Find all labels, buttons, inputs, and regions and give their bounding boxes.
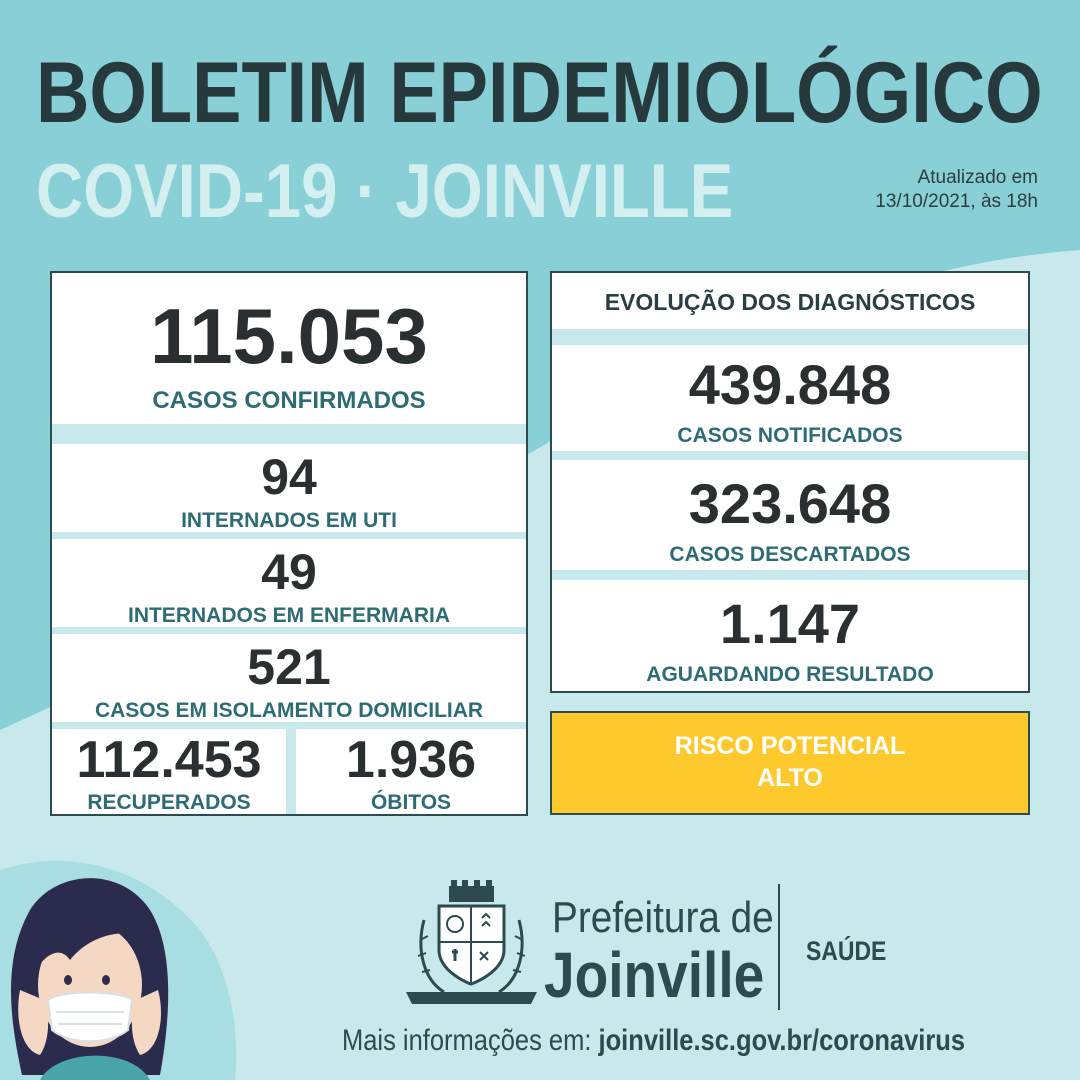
updated-date: 13/10/2021, às 18h bbox=[875, 191, 1038, 212]
ward-value: 49 bbox=[261, 544, 317, 600]
icu-label: INTERNADOS EM UTI bbox=[181, 509, 397, 532]
more-info-prefix: Mais informações em: bbox=[342, 1024, 592, 1057]
recovered-value: 112.453 bbox=[76, 731, 262, 789]
isolation-value: 521 bbox=[247, 639, 331, 695]
confirmed-card: 115.053 CASOS CONFIRMADOS bbox=[52, 273, 526, 424]
more-info-link[interactable]: joinville.sc.gov.br/coronavirus bbox=[598, 1024, 966, 1057]
risk-badge: RISCO POTENCIAL ALTO bbox=[550, 711, 1030, 815]
pending-value: 1.147 bbox=[719, 592, 861, 655]
recovered-label: RECUPERADOS bbox=[87, 791, 251, 814]
risk-line1: RISCO POTENCIAL bbox=[674, 732, 906, 760]
woman-with-mask-illustration bbox=[0, 860, 237, 1080]
org-name-line2: Joinville bbox=[544, 939, 765, 1011]
org-name-line1: Prefeitura de bbox=[552, 893, 774, 942]
notified-card: 439.848 CASOS NOTIFICADOS bbox=[552, 345, 1028, 451]
footer-divider bbox=[778, 884, 780, 1010]
updated-label: Atualizado em bbox=[917, 167, 1038, 188]
deaths-value: 1.936 bbox=[345, 731, 477, 789]
pending-card: 1.147 AGUARDANDO RESULTADO bbox=[552, 580, 1028, 691]
confirmed-value: 115.053 bbox=[150, 292, 428, 380]
deaths-label: ÓBITOS bbox=[370, 791, 452, 814]
diagnostics-panel: EVOLUÇÃO DOS DIAGNÓSTICOS 439.848 CASOS … bbox=[550, 271, 1030, 693]
updated-timestamp: Atualizado em 13/10/2021, às 18h bbox=[875, 166, 1038, 214]
cases-panel: 115.053 CASOS CONFIRMADOS 94 INTERNADOS … bbox=[50, 271, 528, 816]
ward-card: 49 INTERNADOS EM ENFERMARIA bbox=[52, 539, 526, 627]
isolation-card: 521 CASOS EM ISOLAMENTO DOMICILIAR bbox=[52, 634, 526, 722]
notified-value: 439.848 bbox=[688, 353, 892, 416]
diagnostics-heading-card: EVOLUÇÃO DOS DIAGNÓSTICOS bbox=[552, 273, 1028, 329]
page-title: BOLETIM EPIDEMIOLÓGICO bbox=[36, 45, 1043, 141]
discarded-value: 323.648 bbox=[688, 472, 892, 535]
notified-label: CASOS NOTIFICADOS bbox=[677, 424, 903, 447]
recovered-card: 112.453 RECUPERADOS bbox=[52, 729, 286, 814]
page-subtitle: COVID-19 · JOINVILLE bbox=[36, 149, 734, 234]
icu-card: 94 INTERNADOS EM UTI bbox=[52, 444, 526, 532]
more-info-line: Mais informações em: joinville.sc.gov.br… bbox=[342, 1024, 965, 1058]
discarded-card: 323.648 CASOS DESCARTADOS bbox=[552, 460, 1028, 570]
ward-label: INTERNADOS EM ENFERMARIA bbox=[127, 604, 450, 627]
pending-label: AGUARDANDO RESULTADO bbox=[646, 663, 934, 686]
discarded-label: CASOS DESCARTADOS bbox=[669, 543, 911, 566]
confirmed-label: CASOS CONFIRMADOS bbox=[152, 387, 426, 414]
department-label: SAÚDE bbox=[806, 936, 887, 966]
icu-value: 94 bbox=[261, 449, 317, 505]
diagnostics-heading: EVOLUÇÃO DOS DIAGNÓSTICOS bbox=[604, 289, 976, 315]
joinville-coat-of-arms-icon bbox=[406, 880, 537, 1004]
deaths-card: 1.936 ÓBITOS bbox=[296, 729, 526, 814]
isolation-label: CASOS EM ISOLAMENTO DOMICILIAR bbox=[94, 699, 484, 722]
risk-level: ALTO bbox=[757, 764, 823, 792]
